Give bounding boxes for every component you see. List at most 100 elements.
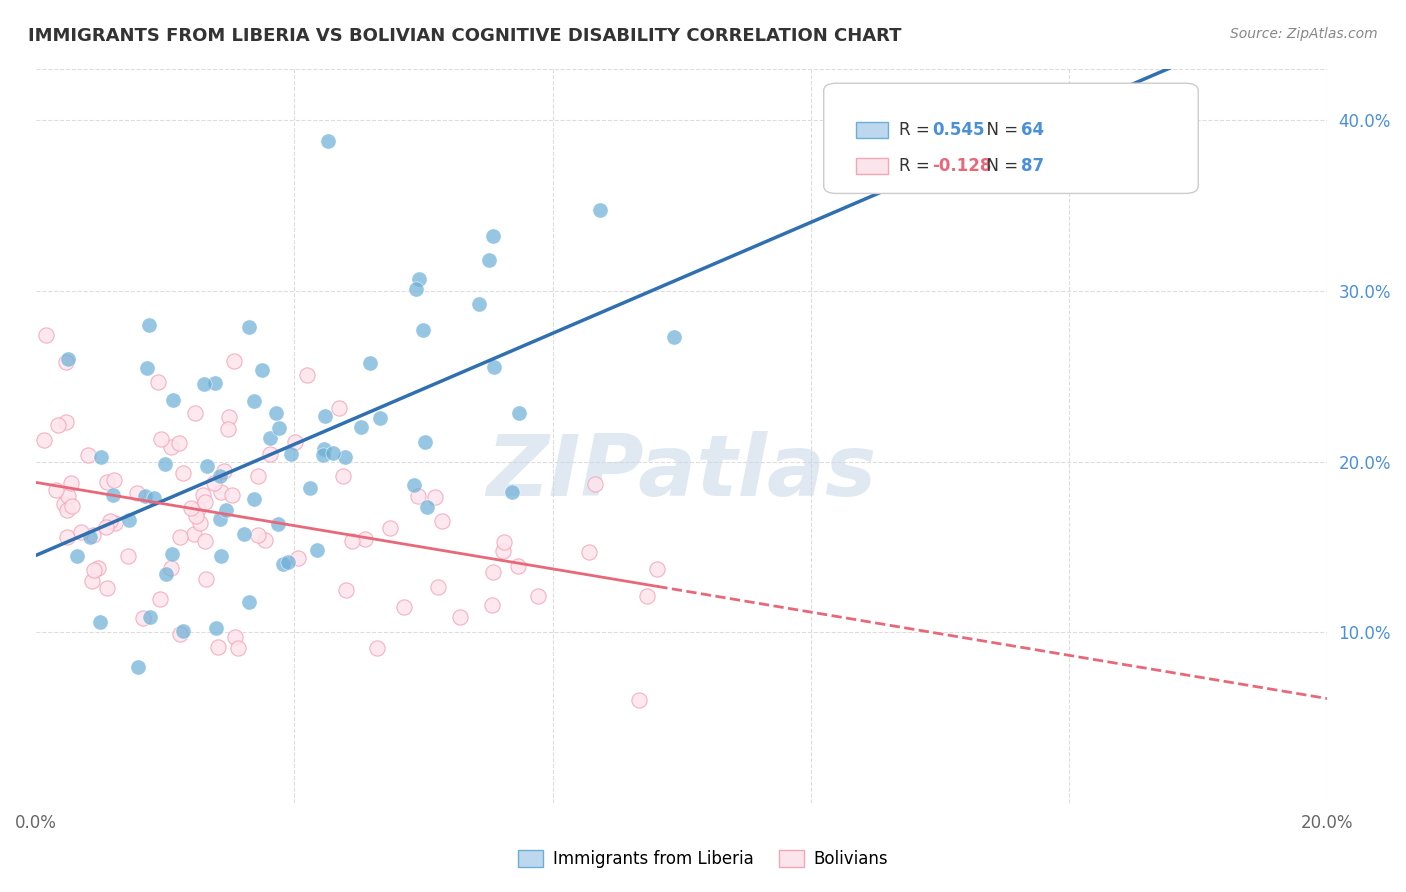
- Point: [89, 615, 111, 630]
- Point: [149, 591, 172, 606]
- Point: [238, 594, 260, 608]
- Point: [312, 442, 335, 457]
- FancyBboxPatch shape: [856, 122, 889, 138]
- Point: [215, 502, 238, 516]
- Point: [238, 320, 260, 334]
- Point: [83, 563, 105, 577]
- Point: [246, 469, 269, 483]
- Point: [416, 500, 439, 514]
- Point: [146, 375, 169, 389]
- Point: [392, 600, 415, 615]
- Point: [494, 535, 516, 549]
- Point: [221, 488, 243, 502]
- Text: R =: R =: [898, 157, 935, 175]
- Point: [160, 547, 183, 561]
- Point: [368, 411, 391, 425]
- Point: [194, 572, 217, 586]
- Point: [664, 330, 686, 344]
- Point: [32, 434, 55, 448]
- Point: [627, 693, 650, 707]
- Point: [406, 489, 429, 503]
- Point: [378, 521, 401, 535]
- Point: [56, 489, 79, 503]
- Text: ZIPatlas: ZIPatlas: [486, 431, 877, 514]
- Point: [104, 516, 127, 530]
- Point: [35, 328, 58, 343]
- Point: [589, 203, 612, 218]
- Point: [183, 526, 205, 541]
- Point: [194, 533, 217, 548]
- Point: [52, 497, 75, 511]
- Point: [415, 435, 437, 450]
- Point: [135, 361, 157, 376]
- Point: [125, 486, 148, 500]
- Point: [195, 458, 218, 473]
- Point: [131, 610, 153, 624]
- Point: [117, 512, 139, 526]
- Point: [66, 549, 89, 564]
- Point: [172, 624, 194, 639]
- Point: [481, 598, 503, 612]
- Point: [193, 488, 215, 502]
- Point: [501, 485, 523, 500]
- Point: [184, 406, 207, 420]
- Point: [209, 549, 232, 563]
- Point: [169, 530, 191, 544]
- Point: [186, 508, 208, 523]
- Point: [98, 514, 121, 528]
- Point: [139, 610, 162, 624]
- Point: [60, 500, 83, 514]
- Point: [328, 401, 350, 415]
- Point: [103, 474, 125, 488]
- Text: 64: 64: [1021, 121, 1045, 139]
- Point: [208, 468, 231, 483]
- Point: [209, 484, 232, 499]
- Point: [482, 566, 505, 580]
- Point: [412, 323, 434, 337]
- FancyBboxPatch shape: [856, 158, 889, 174]
- Point: [159, 561, 181, 575]
- Point: [267, 421, 290, 435]
- Point: [243, 492, 266, 507]
- Point: [96, 520, 118, 534]
- Point: [259, 447, 281, 461]
- Point: [243, 394, 266, 409]
- Point: [224, 631, 246, 645]
- Point: [82, 528, 104, 542]
- Point: [117, 549, 139, 563]
- Point: [55, 502, 77, 516]
- Point: [46, 417, 69, 432]
- Point: [202, 476, 225, 491]
- Point: [87, 561, 110, 575]
- Point: [127, 659, 149, 673]
- Point: [90, 450, 112, 464]
- Point: [402, 478, 425, 492]
- Point: [359, 356, 381, 370]
- Text: N =: N =: [976, 157, 1024, 175]
- Point: [492, 544, 515, 558]
- Point: [172, 466, 194, 480]
- Point: [468, 297, 491, 311]
- Point: [335, 582, 357, 597]
- Point: [155, 566, 177, 581]
- Point: [138, 318, 160, 332]
- Point: [297, 368, 319, 382]
- Point: [218, 409, 240, 424]
- Point: [162, 392, 184, 407]
- Point: [169, 626, 191, 640]
- Point: [204, 621, 226, 635]
- Point: [305, 542, 328, 557]
- Point: [259, 431, 281, 445]
- Point: [79, 530, 101, 544]
- Point: [246, 528, 269, 542]
- Point: [56, 530, 79, 544]
- Point: [82, 574, 104, 588]
- Legend: Immigrants from Liberia, Bolivians: Immigrants from Liberia, Bolivians: [512, 843, 894, 875]
- Text: Source: ZipAtlas.com: Source: ZipAtlas.com: [1230, 27, 1378, 41]
- Point: [353, 532, 375, 546]
- Point: [449, 610, 471, 624]
- Point: [153, 457, 176, 471]
- Point: [316, 134, 339, 148]
- Point: [267, 517, 290, 532]
- FancyBboxPatch shape: [824, 83, 1198, 194]
